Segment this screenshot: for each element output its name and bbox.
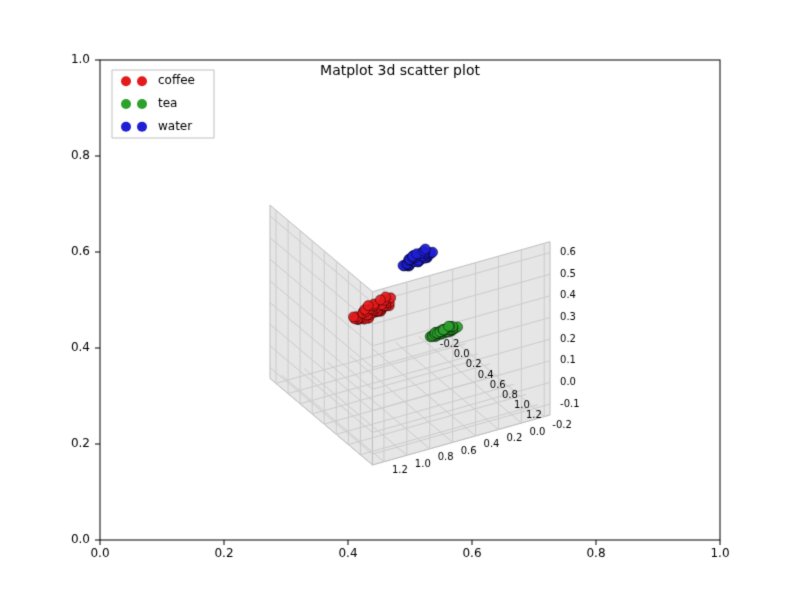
scatter-3d-canvas xyxy=(0,0,800,600)
